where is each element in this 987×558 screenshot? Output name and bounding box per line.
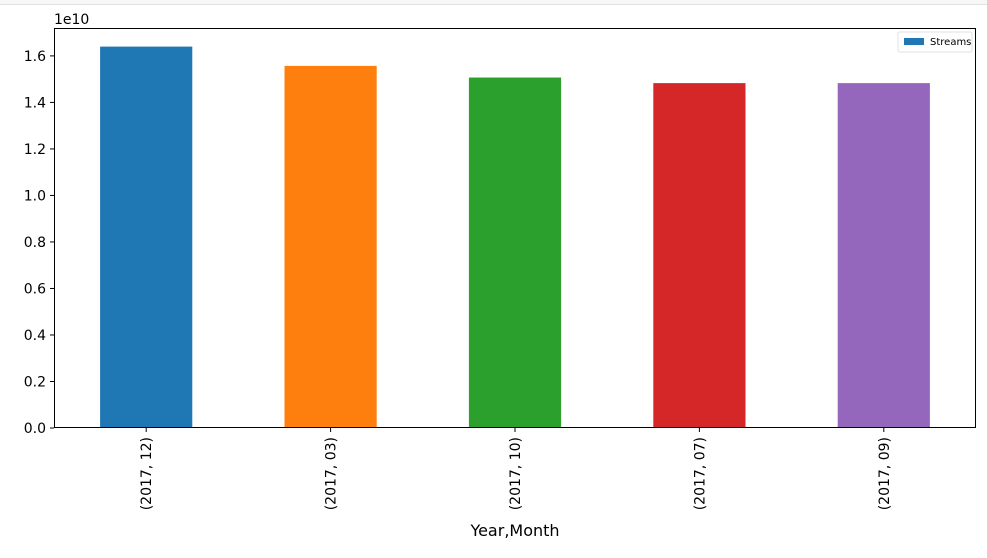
bar-1 (284, 65, 377, 428)
y-tick-label: 1.4 (24, 95, 46, 111)
top-frame-edge (0, 0, 987, 5)
bar-4 (837, 83, 930, 429)
legend-box (897, 31, 973, 53)
y-offset-label: 1e10 (54, 12, 89, 28)
y-axis: 0.0 0.2 0.4 0.6 0.8 1.0 1.2 1.4 1.6 (24, 49, 54, 437)
x-tick-label: (2017, 12) (139, 437, 155, 510)
y-tick-label: 0.6 (24, 281, 46, 297)
plot-frame (54, 28, 976, 428)
x-tick-label: (2017, 03) (324, 437, 340, 510)
y-tick-label: 1.0 (24, 188, 46, 204)
legend-swatch (904, 38, 924, 45)
y-tick-label: 0.8 (24, 235, 46, 251)
y-tick-label: 0.4 (24, 328, 46, 344)
x-tick-label: (2017, 09) (877, 437, 893, 510)
legend: Streams (897, 31, 973, 53)
x-axis-label: Year,Month (469, 521, 559, 540)
y-tick-label: 0.0 (24, 421, 46, 437)
legend-label-streams: Streams (930, 37, 971, 48)
x-tick-label: (2017, 10) (508, 437, 524, 510)
x-tick-label: (2017, 07) (692, 437, 708, 510)
y-tick-label: 0.2 (24, 374, 46, 390)
bar-2 (468, 77, 562, 428)
x-axis: (2017, 12) (2017, 03) (2017, 10) (2017, 07)… (139, 428, 893, 510)
y-tick-label: 1.2 (24, 142, 46, 158)
y-tick-label: 1.6 (24, 49, 46, 65)
bars-group (100, 46, 930, 429)
bar-0 (100, 46, 193, 429)
bar-3 (653, 83, 746, 429)
